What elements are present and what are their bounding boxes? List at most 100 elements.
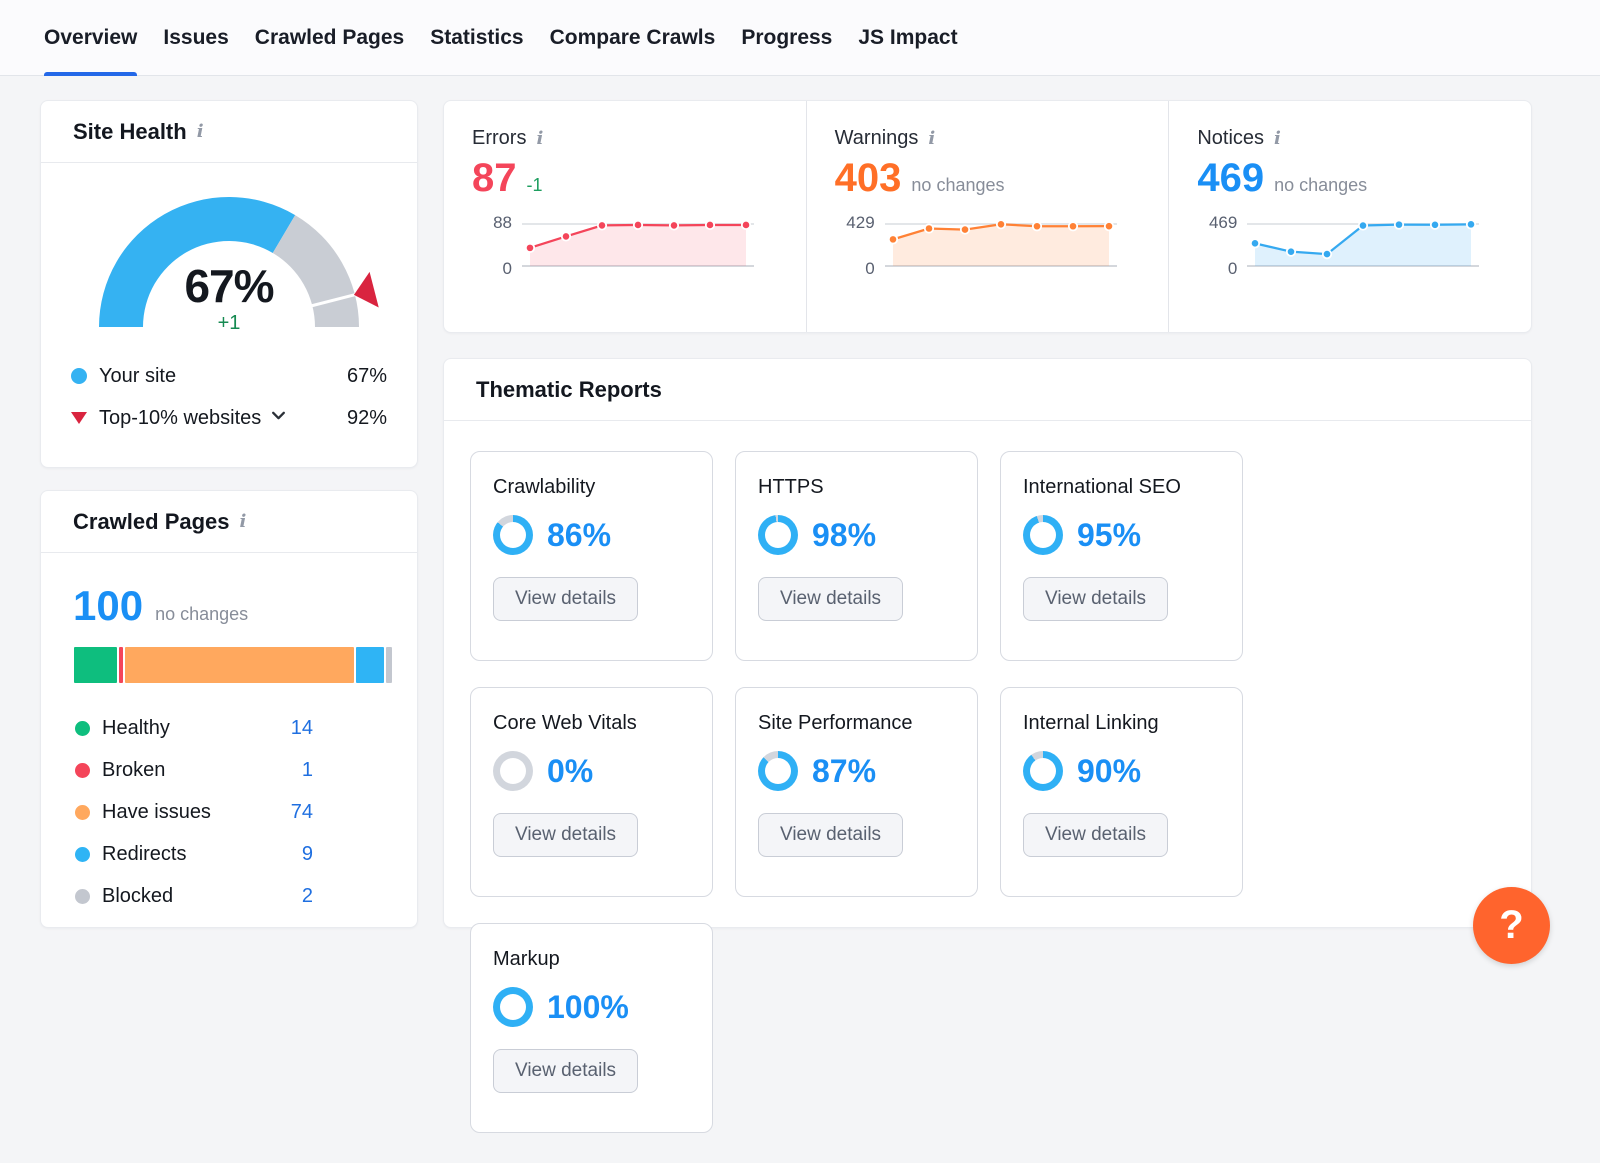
tab-overview[interactable]: Overview (44, 0, 138, 76)
thematic-card-title: Core Web Vitals (493, 712, 637, 734)
gauge-benchmark-marker-icon (353, 271, 379, 308)
legend-value: 67% (346, 364, 387, 387)
legend-dot-icon (75, 888, 90, 904)
thematic-donut-row: 86% (493, 515, 690, 555)
sparkline-axis-labels: 88 0 (472, 213, 512, 278)
bar-segment-have-issues (124, 647, 354, 683)
view-details-button[interactable]: View details (758, 813, 904, 857)
thematic-card-internal-linking: Internal Linking 90% View details (1000, 687, 1243, 897)
tab-crawled-pages[interactable]: Crawled Pages (254, 25, 405, 49)
sparkline-axis-labels: 429 0 (835, 213, 874, 278)
thematic-donut-row: 98% (758, 515, 955, 555)
legend-dot-icon (71, 368, 87, 384)
thematic-donut-row: 90% (1023, 751, 1220, 791)
legend-dot-icon (75, 804, 90, 820)
stat-number-row: 87 -1 (472, 158, 806, 198)
thematic-card-crawlability: Crawlability 86% View details (470, 451, 713, 661)
legend-value: 92% (346, 406, 387, 429)
axis-min-label: 0 (502, 259, 512, 278)
stat-sparkline: 469 0 (1197, 213, 1531, 278)
thematic-reports-header: Thematic Reports (444, 359, 1531, 421)
thematic-card-title: Internal Linking (1023, 712, 1159, 734)
progress-donut-icon (1023, 515, 1063, 555)
legend-value-link[interactable]: 14 (290, 716, 313, 739)
legend-label: Redirects (102, 842, 187, 865)
thematic-percent: 100% (547, 989, 629, 1025)
thematic-donut-row: 0% (493, 751, 690, 791)
stat-delta: no changes (911, 175, 1005, 195)
view-details-button[interactable]: View details (493, 1049, 639, 1093)
crawled-pages-change: no changes (155, 604, 249, 624)
stat-title-row: Warnings i (835, 127, 1169, 150)
progress-donut-icon (758, 751, 798, 791)
crawled-legend-row-redirects: Redirects 9 (75, 833, 313, 875)
crawled-legend-row-healthy: Healthy 14 (75, 707, 313, 749)
stat-column-errors: Errors i 87 -1 88 0 (444, 101, 806, 332)
crawled-legend-row-have-issues: Have issues 74 (75, 791, 313, 833)
thematic-percent: 95% (1077, 517, 1142, 553)
tab-progress[interactable]: Progress (741, 25, 833, 49)
stat-value: 403 (834, 156, 902, 200)
crawled-pages-title: Crawled Pages (73, 508, 230, 534)
stat-number-row: 469 no changes (1197, 158, 1531, 198)
stat-value: 469 (1197, 156, 1265, 200)
tab-issues[interactable]: Issues (163, 25, 229, 49)
stat-sparkline: 429 0 (835, 213, 1169, 278)
view-details-button[interactable]: View details (493, 577, 639, 621)
tab-js-impact[interactable]: JS Impact (858, 25, 958, 49)
crawled-pages-info-icon[interactable]: i (239, 510, 247, 532)
chevron-down-icon[interactable] (270, 407, 287, 430)
help-button[interactable]: ? (1473, 887, 1550, 964)
thematic-card-https: HTTPS 98% View details (735, 451, 978, 661)
thematic-percent: 90% (1077, 753, 1142, 789)
view-details-button[interactable]: View details (1023, 577, 1169, 621)
legend-dot-icon (75, 720, 90, 736)
warnings-info-icon[interactable]: i (928, 127, 936, 149)
crawled-legend-row-broken: Broken 1 (75, 749, 313, 791)
axis-max-label: 469 (1208, 213, 1238, 232)
legend-label: Top-10% websites (99, 406, 262, 429)
stat-delta: -1 (526, 175, 543, 195)
legend-value-link[interactable]: 2 (301, 884, 313, 907)
view-details-button[interactable]: View details (1023, 813, 1169, 857)
site-health-title: Site Health (73, 118, 187, 144)
legend-label: Blocked (102, 884, 174, 907)
stat-delta: no changes (1274, 175, 1368, 195)
notices-info-icon[interactable]: i (1274, 127, 1281, 149)
bar-segment-redirects (355, 647, 384, 683)
thematic-reports-title: Thematic Reports (476, 376, 662, 402)
thematic-reports-grid: Crawlability 86% View details HTTPS 98% View … (444, 421, 1531, 1163)
thematic-card-title: Site Performance (758, 712, 913, 734)
legend-value-link[interactable]: 1 (301, 758, 313, 781)
tab-bar: Overview Issues Crawled Pages Statistics Com… (0, 0, 1600, 76)
thematic-percent: 0% (547, 753, 594, 789)
thematic-reports-card: Thematic Reports Crawlability 86% View det… (443, 358, 1532, 1133)
axis-max-label: 88 (493, 213, 512, 232)
thematic-card-title: Crawlability (493, 476, 596, 498)
tab-compare-crawls[interactable]: Compare Crawls (549, 25, 716, 49)
progress-donut-icon (1023, 751, 1063, 791)
stat-title-row: Notices i (1197, 127, 1531, 150)
legend-value-link[interactable]: 74 (290, 800, 313, 823)
legend-label: Healthy (102, 716, 170, 739)
crawled-pages-legend: Healthy 14 Broken 1 Have issues 74 Redirects 9 B… (75, 707, 313, 917)
site-health-info-icon[interactable]: i (196, 120, 204, 142)
view-details-button[interactable]: View details (758, 577, 904, 621)
legend-dot-icon (75, 762, 90, 778)
crawled-pages-stacked-bar (74, 647, 393, 683)
stat-title-row: Errors i (472, 127, 806, 150)
legend-dot-icon (75, 846, 90, 862)
thematic-percent: 98% (812, 517, 877, 553)
stats-columns: Errors i 87 -1 88 0 Warnings i 403 no changes 429 0… (444, 101, 1531, 332)
errors-info-icon[interactable]: i (536, 127, 544, 149)
legend-value-link[interactable]: 9 (301, 842, 313, 865)
site-health-gauge-svg (99, 196, 379, 327)
crawled-legend-row-blocked: Blocked 2 (75, 875, 313, 917)
view-details-button[interactable]: View details (493, 813, 639, 857)
tab-statistics[interactable]: Statistics (430, 25, 524, 49)
progress-donut-icon (493, 987, 533, 1027)
gauge-score-arc (99, 196, 296, 327)
thematic-card-international-seo: International SEO 95% View details (1000, 451, 1243, 661)
stat-title: Warnings (834, 127, 919, 149)
issues-stats-card: Errors i 87 -1 88 0 Warnings i 403 no changes 429 0… (443, 100, 1532, 333)
